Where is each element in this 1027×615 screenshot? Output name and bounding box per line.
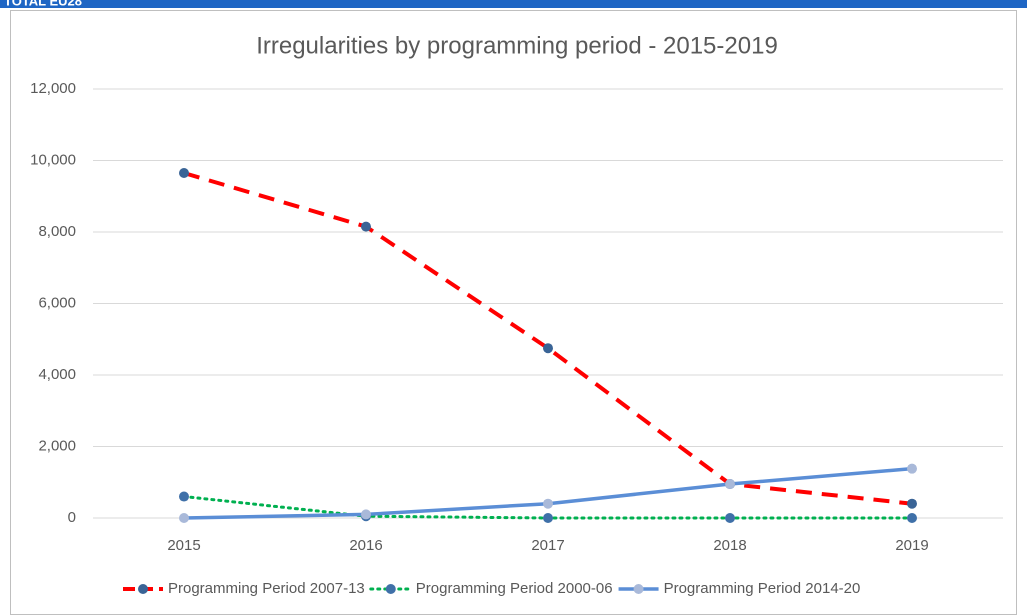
header-label: TOTAL EU28 [4, 0, 82, 8]
x-tick-label: 2017 [531, 537, 564, 554]
x-tick-label: 2015 [167, 537, 200, 554]
marker [907, 498, 917, 509]
x-tick-label: 2018 [713, 537, 746, 554]
y-tick-label: 4,000 [38, 366, 76, 383]
marker [725, 479, 735, 490]
marker [543, 498, 553, 509]
x-tick-label: 2019 [895, 537, 928, 554]
marker [907, 463, 917, 474]
marker [179, 168, 189, 179]
y-tick-label: 8,000 [38, 223, 76, 240]
marker [543, 513, 553, 523]
y-tick-label: 10,000 [30, 151, 76, 168]
legend-marker [138, 584, 148, 594]
legend-marker [633, 584, 644, 594]
marker [179, 491, 189, 502]
legend-marker [385, 584, 396, 594]
legend-label: Programming Period 2000-06 [416, 580, 613, 597]
marker [543, 343, 553, 354]
chart-frame [10, 10, 1017, 615]
chart-title: Irregularities by programming period - 2… [256, 32, 778, 59]
marker [725, 513, 735, 523]
marker [361, 221, 371, 232]
y-tick-label: 0 [68, 509, 76, 526]
legend-label: Programming Period 2007-13 [168, 580, 365, 597]
marker [179, 513, 189, 523]
header-strip [0, 0, 1027, 8]
x-tick-label: 2016 [349, 537, 382, 554]
legend-label: Programming Period 2014-20 [664, 580, 861, 597]
y-tick-label: 2,000 [38, 437, 76, 454]
y-tick-label: 12,000 [30, 80, 76, 97]
y-tick-label: 6,000 [38, 294, 76, 311]
marker [361, 509, 371, 520]
marker [907, 513, 917, 523]
